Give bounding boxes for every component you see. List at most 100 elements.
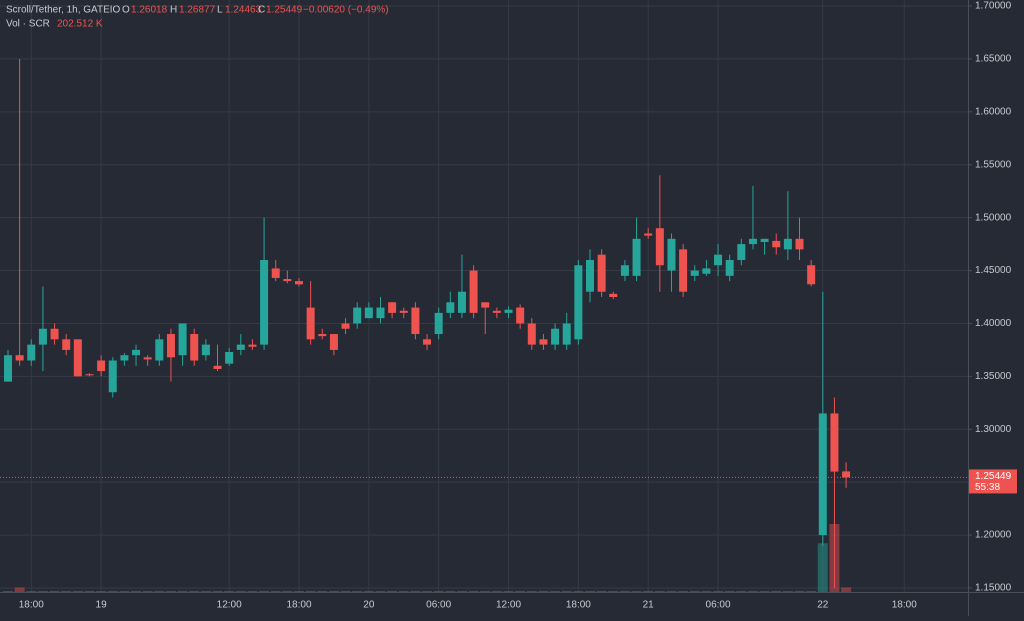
- volume-bar: [177, 591, 188, 592]
- volume-bar: [678, 591, 689, 592]
- candle-body: [155, 339, 164, 361]
- volume-bar: [340, 591, 351, 592]
- candle-body: [306, 307, 315, 340]
- volume-bar: [456, 591, 467, 592]
- candle-body: [295, 281, 303, 285]
- volume-bar: [666, 591, 677, 592]
- legend-key: O: [122, 5, 130, 16]
- volume-bar: [561, 591, 572, 592]
- volume-bar: [433, 591, 444, 592]
- volume-bar: [491, 591, 502, 592]
- y-tick-label: 1.55000: [975, 159, 1012, 170]
- x-tick-label: 18:00: [286, 600, 311, 611]
- candle-body: [807, 265, 816, 285]
- volume-bar: [107, 591, 118, 592]
- volume-bar: [119, 591, 130, 592]
- last-price-box: [969, 469, 1017, 494]
- candle-body: [469, 270, 478, 313]
- legend-value: 1.26018: [131, 5, 168, 16]
- last-price-label: 1.25449: [975, 471, 1012, 482]
- volume-bar: [759, 591, 770, 592]
- volume-bar: [200, 591, 211, 592]
- y-tick-label: 1.15000: [975, 583, 1012, 594]
- candle-body: [702, 268, 711, 274]
- candle-body: [225, 352, 234, 364]
- volume-bar: [550, 591, 561, 592]
- volume-title: Vol · SCR: [6, 19, 50, 30]
- legend-key: C: [258, 5, 265, 16]
- volume-bar: [282, 591, 293, 592]
- volume-bar: [410, 591, 421, 592]
- x-tick-label: 21: [643, 600, 655, 611]
- candle-body: [27, 344, 36, 361]
- x-tick-label: 18:00: [19, 600, 44, 611]
- volume-bar: [26, 591, 37, 592]
- countdown-label: 55:38: [975, 482, 1000, 493]
- volume-bar: [631, 591, 642, 592]
- candle-body: [818, 413, 827, 536]
- volume-bar: [503, 591, 514, 592]
- candle-body: [597, 254, 606, 292]
- legend-value: 1.26877: [179, 5, 216, 16]
- candle-body: [842, 471, 851, 478]
- x-tick-label: 06:00: [706, 600, 731, 611]
- x-tick-label: 06:00: [426, 600, 451, 611]
- legend-key: H: [170, 5, 177, 16]
- candle-body: [644, 233, 653, 236]
- volume-bar: [96, 591, 107, 592]
- x-tick-label: 12:00: [496, 600, 521, 611]
- volume-bar: [37, 591, 48, 592]
- candle-body: [143, 357, 152, 360]
- candle-body: [772, 240, 781, 248]
- volume-bar: [619, 591, 630, 592]
- volume-bar: [398, 591, 409, 592]
- candle-body: [341, 323, 350, 329]
- y-tick-label: 1.30000: [975, 424, 1012, 435]
- y-tick-label: 1.40000: [975, 318, 1012, 329]
- candle-body: [15, 355, 24, 361]
- candle-body: [353, 307, 362, 324]
- candle-body: [492, 310, 501, 313]
- candle-body: [714, 254, 723, 266]
- volume-bar: [445, 591, 456, 592]
- x-tick-label: 18:00: [892, 600, 917, 611]
- volume-bar: [352, 591, 363, 592]
- volume-bar: [794, 591, 805, 592]
- candle-body: [748, 238, 757, 245]
- volume-bar: [131, 591, 142, 592]
- volume-bar: [72, 591, 83, 592]
- candle-body: [574, 265, 583, 340]
- candle-body: [260, 259, 269, 345]
- volume-bar: [294, 591, 304, 592]
- volume-bar: [305, 591, 316, 592]
- candle-body: [132, 349, 141, 356]
- volume-bar: [817, 543, 828, 592]
- candle-body: [329, 334, 338, 350]
- candle-body: [527, 323, 536, 345]
- candle-body: [364, 307, 373, 319]
- volume-bar: [259, 591, 270, 592]
- y-tick-label: 1.35000: [975, 371, 1012, 382]
- x-tick-label: 12:00: [217, 600, 242, 611]
- candle-body: [248, 344, 257, 347]
- volume-bar: [771, 591, 782, 592]
- volume-bar: [328, 591, 339, 592]
- volume-bar: [212, 591, 223, 592]
- volume-bar: [724, 591, 735, 592]
- candle-body: [376, 307, 385, 319]
- candle-body: [446, 302, 455, 313]
- y-tick-label: 1.60000: [975, 106, 1012, 117]
- candle-body: [50, 328, 59, 340]
- candle-body: [457, 291, 466, 313]
- volume-bar: [608, 591, 619, 592]
- candle-body: [679, 249, 688, 292]
- candle-body: [539, 339, 548, 345]
- candle-body: [655, 228, 664, 266]
- volume-bar: [806, 591, 817, 592]
- volume-bar: [235, 591, 246, 592]
- candle-body: [481, 302, 490, 308]
- volume-bar: [270, 591, 281, 592]
- volume-value: 202.512 K: [57, 19, 103, 30]
